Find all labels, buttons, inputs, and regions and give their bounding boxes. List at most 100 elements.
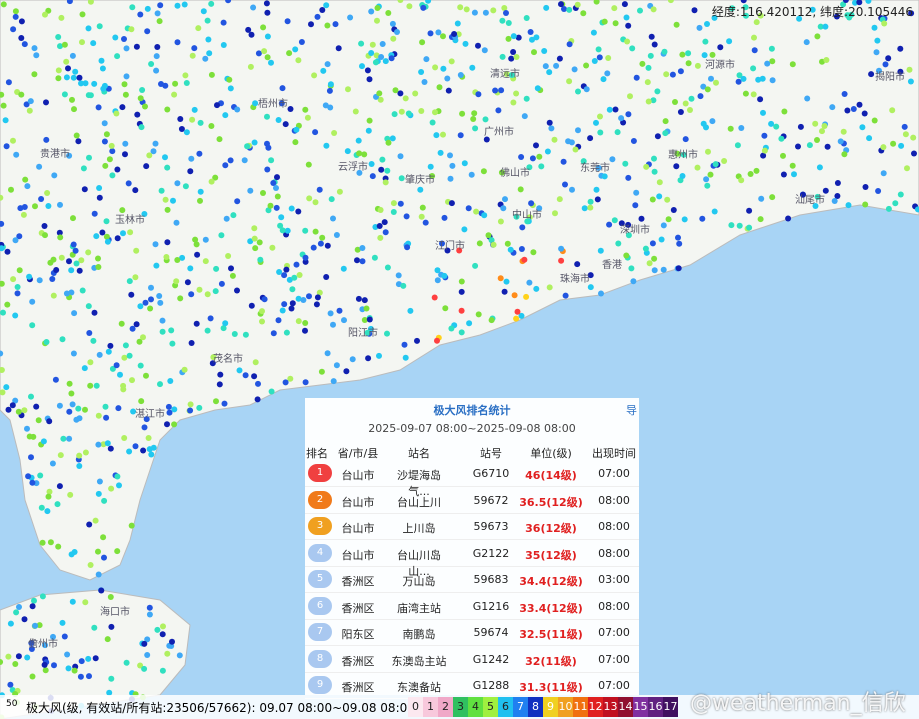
- station-dot: [511, 292, 518, 299]
- station-dot: [300, 297, 307, 303]
- station-dot: [234, 198, 241, 205]
- export-button[interactable]: 导: [626, 404, 637, 417]
- column-header: 省/市/县: [337, 447, 379, 460]
- city-label: 中山市: [512, 208, 542, 221]
- station-dot: [188, 340, 195, 346]
- station-dot: [248, 302, 255, 309]
- station-dot: [773, 123, 780, 130]
- station-dot: [108, 485, 115, 492]
- station-dot: [79, 39, 85, 46]
- station-dot: [515, 34, 522, 41]
- station-dot: [91, 210, 98, 217]
- station-dot: [417, 186, 424, 193]
- station-dot: [4, 301, 11, 308]
- station-dot: [86, 673, 92, 680]
- station-dot: [757, 216, 764, 223]
- station-dot: [856, 101, 863, 108]
- station-dot: [0, 91, 5, 98]
- station-dot: [171, 406, 178, 413]
- station-dot: [247, 238, 254, 245]
- station-dot: [384, 264, 391, 271]
- station-dot: [277, 222, 284, 229]
- station-dot: [475, 91, 482, 98]
- station-dot: [359, 63, 365, 70]
- station-dot: [148, 296, 154, 303]
- station-dot: [223, 215, 230, 222]
- station-dot: [804, 95, 811, 102]
- station-dot: [481, 212, 488, 219]
- table-cell: 08:00: [598, 599, 630, 613]
- station-dot: [419, 39, 426, 46]
- city-label: 贵港市: [40, 147, 70, 160]
- station-dot: [61, 633, 68, 640]
- station-dot: [70, 215, 76, 222]
- table-cell: 33.4(12级): [519, 601, 583, 615]
- station-dot: [53, 267, 60, 273]
- station-dot: [72, 247, 79, 254]
- rank-badge: 4: [308, 543, 332, 562]
- station-dot: [674, 150, 681, 157]
- station-dot: [444, 247, 451, 254]
- station-dot: [735, 78, 742, 85]
- station-dot: [35, 417, 42, 424]
- station-dot: [313, 301, 320, 308]
- station-dot: [310, 244, 317, 251]
- station-dot: [789, 61, 796, 68]
- station-dot: [645, 64, 652, 71]
- station-dot: [276, 269, 283, 275]
- station-dot: [497, 218, 504, 225]
- city-label: 玉林市: [115, 213, 145, 226]
- station-dot: [225, 0, 232, 4]
- legend-level: 12: [588, 697, 603, 717]
- station-dot: [114, 548, 121, 555]
- station-dot: [606, 106, 613, 113]
- station-dot: [57, 452, 64, 459]
- station-dot: [107, 594, 114, 600]
- station-dot: [87, 382, 94, 389]
- station-dot: [43, 136, 50, 143]
- station-dot: [580, 158, 587, 165]
- station-dot: [364, 67, 371, 74]
- station-dot: [651, 168, 658, 175]
- station-dot: [513, 315, 520, 322]
- station-dot: [50, 292, 57, 299]
- station-dot: [433, 132, 440, 139]
- station-dot: [490, 7, 497, 14]
- column-header: 排名: [306, 447, 328, 460]
- station-dot: [908, 10, 915, 17]
- station-dot: [202, 236, 209, 243]
- station-dot: [355, 295, 362, 302]
- station-dot: [260, 190, 266, 196]
- station-dot: [434, 277, 441, 284]
- station-dot: [44, 190, 51, 196]
- station-dot: [575, 127, 581, 134]
- station-dot: [546, 69, 553, 76]
- station-dot: [112, 34, 119, 41]
- station-dot: [63, 58, 70, 65]
- station-dot: [412, 90, 419, 97]
- station-dot: [207, 315, 214, 322]
- station-dot: [814, 33, 821, 40]
- station-dot: [587, 272, 594, 279]
- station-dot: [166, 409, 173, 416]
- station-dot: [904, 165, 910, 172]
- station-dot: [293, 126, 300, 133]
- station-dot: [87, 562, 94, 568]
- station-dot: [106, 689, 113, 696]
- station-dot: [669, 71, 676, 78]
- table-cell: 庙湾主站: [397, 601, 441, 615]
- station-dot: [605, 55, 612, 61]
- station-dot: [366, 76, 373, 83]
- station-dot: [750, 65, 757, 72]
- station-dot: [47, 539, 54, 546]
- station-dot: [406, 3, 413, 10]
- station-dot: [822, 23, 829, 30]
- table-cell: 32.5(11级): [519, 628, 583, 641]
- station-dot: [633, 189, 640, 196]
- station-dot: [187, 168, 194, 175]
- station-dot: [66, 435, 73, 442]
- station-dot: [648, 33, 655, 40]
- station-dot: [295, 295, 302, 302]
- station-dot: [95, 255, 101, 262]
- city-label: 汕尾市: [795, 193, 825, 206]
